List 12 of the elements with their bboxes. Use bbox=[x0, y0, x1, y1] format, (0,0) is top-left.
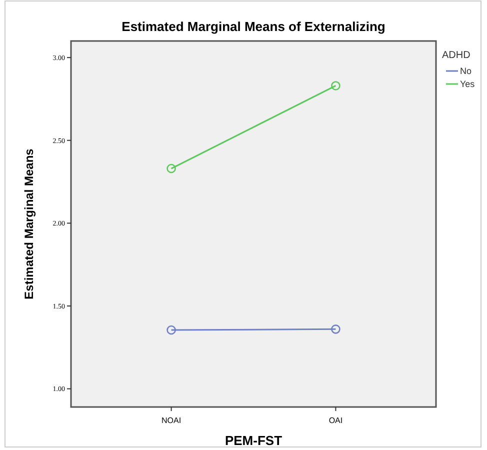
legend-title: ADHD bbox=[442, 50, 470, 61]
x-tick-label: OAI bbox=[328, 416, 343, 425]
y-axis-title: Estimated Marginal Means bbox=[22, 148, 36, 300]
point bbox=[331, 324, 340, 334]
legend-label: Yes bbox=[460, 79, 476, 90]
x-tick-label: NOAI bbox=[162, 416, 182, 425]
point bbox=[166, 164, 176, 174]
x-axis-title: PEM-FST bbox=[224, 433, 282, 448]
chart-title: Estimated Marginal Means of Externalizing bbox=[122, 19, 386, 34]
legend-label: No bbox=[460, 66, 472, 76]
point bbox=[166, 325, 176, 335]
point bbox=[331, 81, 340, 90]
